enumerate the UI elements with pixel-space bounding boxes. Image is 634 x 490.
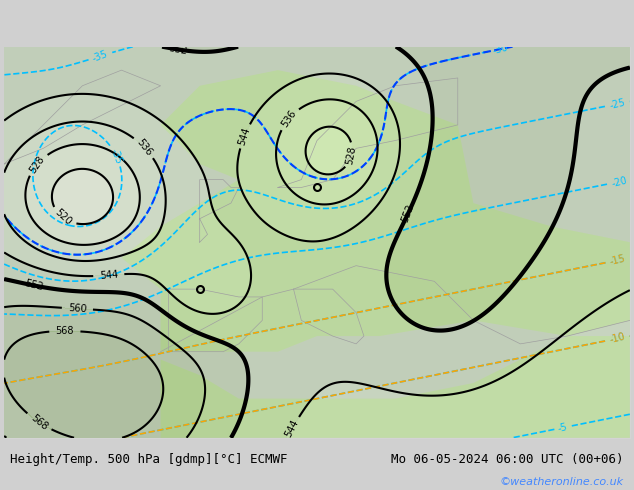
Text: ©weatheronline.co.uk: ©weatheronline.co.uk <box>500 477 624 487</box>
Text: 520: 520 <box>53 207 73 227</box>
Text: 560: 560 <box>68 303 87 315</box>
Text: 544: 544 <box>236 126 252 147</box>
Text: 536: 536 <box>134 137 154 158</box>
Text: -10: -10 <box>609 332 626 345</box>
Text: Height/Temp. 500 hPa [gdmp][°C] ECMWF: Height/Temp. 500 hPa [gdmp][°C] ECMWF <box>10 453 288 466</box>
Text: 552: 552 <box>23 278 44 293</box>
Text: Mo 06-05-2024 06:00 UTC (00+06): Mo 06-05-2024 06:00 UTC (00+06) <box>391 453 624 466</box>
Text: 528: 528 <box>345 145 358 165</box>
Text: -35: -35 <box>109 147 124 166</box>
Text: -30: -30 <box>491 43 509 56</box>
Text: 544: 544 <box>99 270 119 281</box>
Text: 536: 536 <box>280 108 298 129</box>
Text: 568: 568 <box>29 412 49 432</box>
Text: -5: -5 <box>557 421 569 434</box>
Text: 528: 528 <box>28 154 46 175</box>
Text: -25: -25 <box>608 97 626 111</box>
Text: -15: -15 <box>609 253 626 267</box>
Text: -35: -35 <box>91 49 110 64</box>
Polygon shape <box>160 336 630 438</box>
Text: 568: 568 <box>56 326 74 336</box>
Text: -15: -15 <box>609 253 626 267</box>
Text: 544: 544 <box>283 418 301 439</box>
Polygon shape <box>122 70 630 352</box>
Text: 552: 552 <box>168 43 188 56</box>
Text: 552: 552 <box>400 203 416 224</box>
Text: -20: -20 <box>611 175 628 189</box>
Text: -10: -10 <box>609 332 626 345</box>
